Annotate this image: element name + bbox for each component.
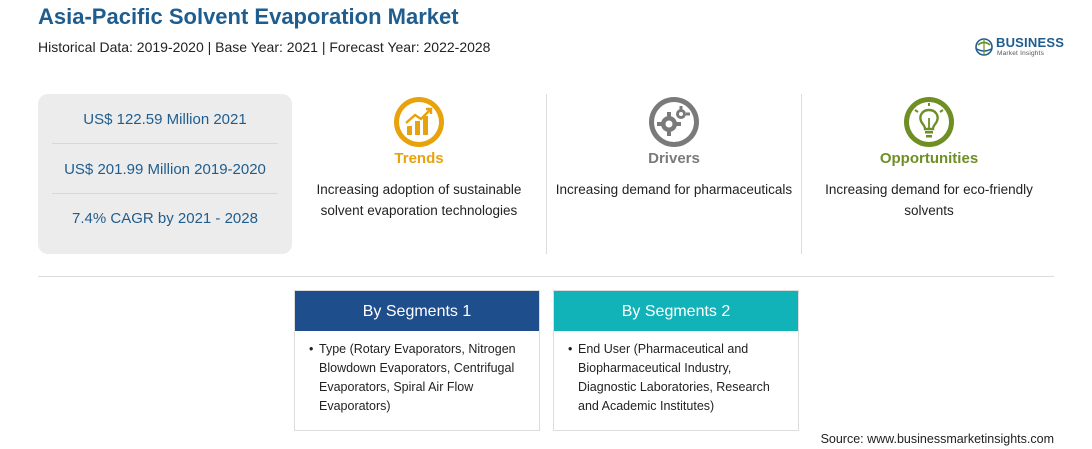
gears-icon	[649, 97, 699, 147]
segment-card-2: By Segments 2 End User (Pharmaceutical a…	[553, 290, 799, 431]
segment-2-body: End User (Pharmaceutical and Biopharmace…	[568, 340, 790, 416]
section-divider	[38, 276, 1054, 277]
segment-1-item: Type (Rotary Evaporators, Nitrogen Blowd…	[309, 340, 531, 416]
stat-divider	[52, 193, 278, 194]
stat-market-size-2021: US$ 122.59 Million 2021	[83, 111, 247, 128]
stat-divider	[52, 143, 278, 144]
stat-cagr: 7.4% CAGR by 2021 - 2028	[72, 210, 258, 227]
page-title: Asia-Pacific Solvent Evaporation Market	[38, 4, 459, 29]
lightbulb-icon	[904, 97, 954, 147]
column-divider	[546, 94, 547, 254]
trends-description: Increasing adoption of sustainable solve…	[316, 182, 522, 218]
segment-1-body: Type (Rotary Evaporators, Nitrogen Blowd…	[309, 340, 531, 416]
market-stats-panel: US$ 122.59 Million 2021 US$ 201.99 Milli…	[38, 94, 292, 254]
column-divider	[801, 94, 802, 254]
drivers-card: Drivers Increasing demand for pharmaceut…	[554, 96, 794, 246]
trends-heading: Trends	[394, 150, 444, 167]
opportunities-description: Increasing demand for eco-friendly solve…	[825, 182, 1033, 218]
drivers-heading: Drivers	[648, 150, 700, 167]
source-credit: Source: www.businessmarketinsights.com	[820, 432, 1054, 446]
trends-card: Trends Increasing adoption of sustainabl…	[299, 96, 539, 246]
logo-wordmark: BUSINESS	[996, 35, 1065, 50]
opportunities-card: Opportunities Increasing demand for eco-…	[809, 96, 1049, 246]
globe-leaf-icon	[975, 38, 993, 56]
segment-card-1: By Segments 1 Type (Rotary Evaporators, …	[294, 290, 540, 431]
segment-2-item: End User (Pharmaceutical and Biopharmace…	[568, 340, 790, 416]
stat-market-size-2019-2020: US$ 201.99 Million 2019-2020	[64, 161, 266, 178]
page-subtitle: Historical Data: 2019-2020 | Base Year: …	[38, 39, 491, 55]
logo-tagline: Market Insights	[997, 50, 1045, 57]
segment-1-heading: By Segments 1	[295, 291, 539, 331]
trend-chart-icon	[394, 97, 444, 147]
drivers-description: Increasing demand for pharmaceuticals	[555, 182, 793, 197]
brand-logo: BUSINESS Market Insights	[974, 34, 1074, 60]
opportunities-heading: Opportunities	[879, 150, 979, 167]
segment-2-heading: By Segments 2	[554, 291, 798, 331]
